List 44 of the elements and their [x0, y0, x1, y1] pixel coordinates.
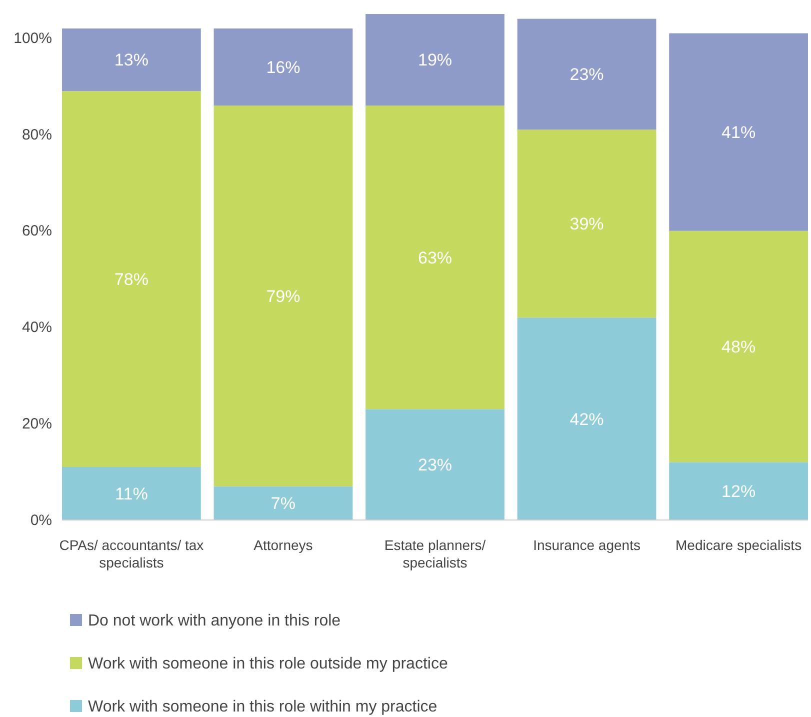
data-label: 23%	[570, 65, 604, 84]
data-label: 13%	[114, 50, 148, 70]
bar	[366, 409, 504, 520]
y-tick-label: 0%	[30, 512, 52, 529]
data-label: 42%	[570, 410, 604, 429]
data-label: 63%	[418, 248, 452, 268]
legend-label: Work with someone in this role outside my practice	[88, 656, 448, 673]
bar	[669, 33, 808, 231]
x-tick-label: Attorneys	[254, 537, 313, 553]
bar	[214, 486, 353, 520]
data-label: 7%	[270, 494, 296, 514]
y-tick-label: 80%	[22, 126, 52, 144]
x-tick-label: Estate planners/ specialists	[384, 537, 486, 570]
data-label: 23%	[418, 456, 452, 475]
bar	[517, 130, 656, 318]
x-tick-label: CPAs/ accountants/ tax specialists	[59, 537, 204, 570]
data-label: 19%	[418, 50, 452, 70]
x-tick-label: Medicare specialists	[676, 537, 802, 553]
legend-label: Do not work with anyone in this role	[88, 612, 341, 630]
data-label: 11%	[115, 484, 148, 504]
data-label: 12%	[722, 482, 756, 502]
y-tick-label: 20%	[22, 415, 52, 432]
bar	[62, 91, 201, 467]
data-label: 41%	[722, 123, 756, 142]
y-tick-label: 40%	[22, 319, 52, 336]
data-label: 48%	[722, 337, 756, 356]
data-label: 16%	[266, 58, 300, 77]
bar	[669, 230, 808, 462]
legend-label: Work with someone in this role within my practice	[88, 698, 438, 716]
data-label: 39%	[570, 214, 604, 234]
bar	[62, 466, 201, 520]
y-tick-label: 100%	[14, 30, 52, 47]
bar	[214, 28, 353, 106]
x-tick-label: Insurance agents	[533, 537, 640, 553]
bar	[517, 318, 656, 520]
y-tick-label: 60%	[22, 222, 52, 240]
data-label: 78%	[114, 270, 148, 289]
bar	[62, 28, 201, 92]
bar	[366, 14, 504, 106]
data-label: 79%	[266, 286, 300, 306]
bar	[517, 18, 656, 130]
bar	[366, 106, 504, 410]
bar	[669, 462, 808, 520]
bar	[214, 106, 353, 486]
